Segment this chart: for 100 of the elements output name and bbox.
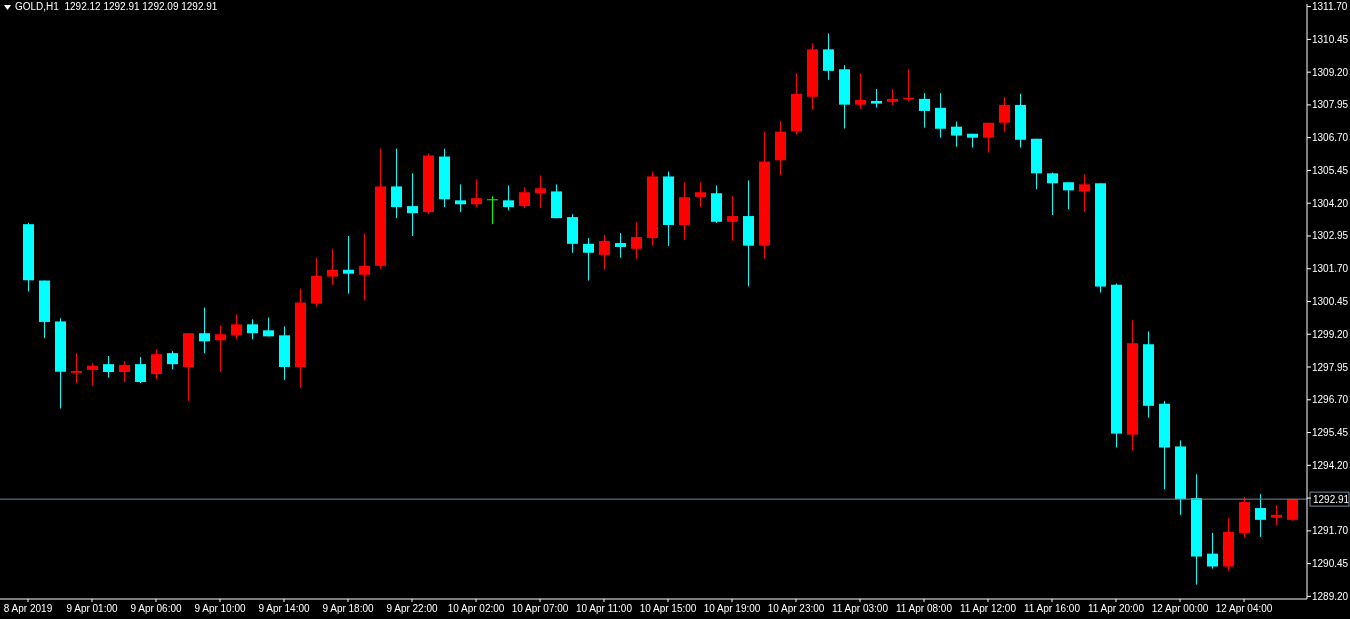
candlestick: [55, 317, 66, 409]
y-tick-label: 1296.70: [1312, 394, 1349, 406]
y-tick-label: 1297.95: [1312, 361, 1349, 373]
candlestick: [743, 179, 754, 287]
candlestick: [215, 324, 226, 373]
candlestick: [855, 72, 866, 110]
candlestick: [919, 92, 930, 129]
candlestick: [823, 32, 834, 81]
candlestick: [231, 313, 242, 340]
candlestick: [119, 360, 130, 383]
x-tick-label: 10 Apr 02:00: [447, 603, 505, 614]
candlestick: [103, 355, 114, 379]
candlestick: [583, 237, 594, 282]
candlestick: [471, 178, 482, 208]
candlestick: [199, 307, 210, 354]
candlestick: [1255, 493, 1266, 538]
candlestick: [711, 184, 722, 224]
candlestick: [375, 148, 386, 270]
candlestick: [263, 316, 274, 337]
candlestick: [1063, 181, 1074, 210]
candlestick: [295, 288, 306, 389]
candlestick: [839, 64, 850, 129]
candlestick: [1175, 439, 1186, 516]
y-tick-label: 1289.20: [1312, 590, 1349, 602]
candlestick: [1111, 283, 1122, 448]
candlestick: [1079, 173, 1090, 213]
candlestick: [1127, 319, 1138, 451]
y-tick-label: 1300.45: [1312, 296, 1349, 307]
candlestick: [535, 174, 546, 209]
y-tick-label: 1295.45: [1312, 427, 1349, 439]
candlestick: [1015, 93, 1026, 149]
candlestick: [1271, 504, 1282, 526]
candlestick: [1143, 330, 1154, 419]
candlestick: [871, 88, 882, 109]
candlestick: [887, 88, 898, 106]
y-tick-label: 1310.45: [1312, 33, 1349, 45]
x-tick-label: 10 Apr 07:00: [511, 603, 569, 614]
y-tick-label: 1301.70: [1312, 263, 1349, 275]
x-tick-label: 9 Apr 14:00: [258, 603, 311, 614]
candlestick: [327, 248, 338, 286]
x-tick-label: 11 Apr 03:00: [832, 603, 889, 614]
x-tick-label: 11 Apr 08:00: [896, 603, 953, 614]
candlestick: [727, 195, 738, 242]
y-tick-label: 1302.95: [1312, 230, 1349, 242]
candlestick: [279, 325, 290, 381]
x-tick-label: 11 Apr 12:00: [960, 603, 1017, 614]
candlestick: [983, 122, 994, 154]
candlestick: [1047, 172, 1058, 216]
candlestick: [503, 184, 514, 211]
y-tick-label: 1290.45: [1312, 558, 1349, 570]
candlestick: [967, 133, 978, 149]
candlestick: [647, 170, 658, 247]
candlestick: [151, 348, 162, 380]
candlestick: [679, 181, 690, 241]
candlestick: [23, 222, 34, 293]
candlestick: [1239, 496, 1250, 539]
candlestick: [183, 332, 194, 402]
x-tick-label: 9 Apr 22:00: [386, 603, 439, 614]
x-tick-label: 10 Apr 11:00: [576, 603, 633, 614]
x-tick-label: 12 Apr 04:00: [1215, 603, 1273, 614]
candlestick: [567, 213, 578, 254]
candlestick: [311, 257, 322, 307]
y-tick-label: 1309.20: [1312, 66, 1349, 78]
y-tick-label: 1305.45: [1312, 164, 1349, 176]
x-tick-label: 12 Apr 00:00: [1151, 603, 1209, 614]
candlestick: [519, 186, 530, 209]
candlestick: [407, 172, 418, 237]
candlestick: [423, 153, 434, 215]
x-tick-label: 10 Apr 19:00: [703, 603, 761, 614]
x-tick-label: 11 Apr 16:00: [1024, 603, 1081, 614]
x-tick-label: 9 Apr 10:00: [194, 603, 247, 614]
candlestick: [663, 170, 674, 247]
y-tick-label: 1307.95: [1312, 99, 1349, 111]
candlestick: [455, 183, 466, 213]
x-tick-label: 10 Apr 15:00: [639, 603, 697, 614]
candlestick: [615, 232, 626, 259]
x-tick-label: 9 Apr 01:00: [66, 603, 119, 614]
chart-title: GOLD,H1 1292.12 1292.91 1292.09 1292.91: [15, 1, 218, 12]
x-tick-label: 10 Apr 23:00: [767, 603, 825, 614]
ref-line-label: 1292.91: [1313, 493, 1350, 505]
candlestick: [391, 148, 402, 219]
x-tick-label: 8 Apr 2019: [3, 603, 53, 614]
candlestick: [71, 352, 82, 384]
candlestick: [807, 42, 818, 111]
candlestick: [935, 92, 946, 139]
candlestick: [695, 181, 706, 208]
x-tick-label: 9 Apr 18:00: [322, 603, 375, 614]
candlestick: [487, 195, 498, 225]
y-tick-label: 1304.20: [1312, 197, 1349, 209]
candlestick: [999, 96, 1010, 133]
candlestick: [167, 350, 178, 370]
y-tick-label: 1291.70: [1312, 525, 1349, 537]
y-tick-label: 1306.70: [1312, 132, 1349, 144]
candlestick: [951, 121, 962, 148]
candlestick: [135, 356, 146, 384]
candlestick: [599, 234, 610, 271]
candlestick: [631, 221, 642, 260]
x-tick-label: 9 Apr 06:00: [130, 603, 183, 614]
candlestick: [1095, 182, 1106, 294]
candlestick: [791, 72, 802, 136]
